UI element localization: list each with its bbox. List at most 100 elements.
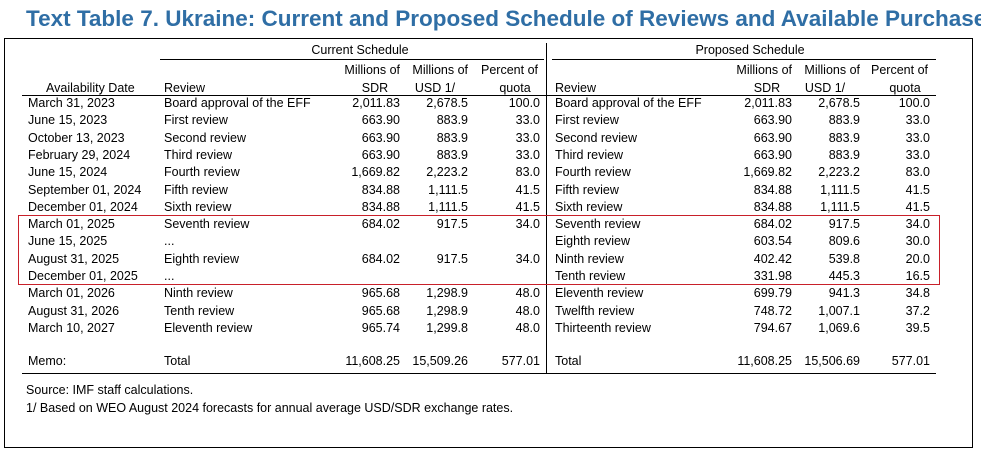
current-usd: 883.9 [436, 147, 468, 162]
col-sdr-line2: SDR [753, 81, 781, 95]
col-quota-line1: Percent of [871, 63, 928, 77]
col-review: Review [555, 81, 596, 95]
proposed-sdr: 2,011.83 [744, 96, 792, 110]
current-quota: 48.0 [515, 303, 540, 318]
current-review: Tenth review [164, 303, 235, 318]
current-review: Third review [164, 147, 233, 162]
availability-date: June 15, 2024 [28, 165, 108, 180]
proposed-sdr: 402.42 [753, 251, 792, 266]
current-usd: 2,223.2 [426, 165, 468, 180]
proposed-usd: 1,007.1 [818, 303, 860, 318]
current-usd: 883.9 [436, 130, 468, 145]
proposed-sdr: 331.98 [753, 269, 792, 283]
availability-date: March 01, 2025 [28, 217, 115, 232]
proposed-usd: 539.8 [828, 251, 860, 266]
availability-date: June 15, 2023 [28, 113, 108, 128]
current-usd: 2,678.5 [426, 96, 468, 110]
proposed-review: Ninth review [555, 251, 624, 266]
table-bottom-rule [22, 373, 936, 374]
current-sdr: 684.02 [361, 217, 400, 232]
current-review: Eighth review [164, 251, 240, 266]
proposed-review: Twelfth review [555, 303, 635, 318]
availability-date: June 15, 2025 [28, 234, 108, 249]
proposed-header-rule [552, 59, 936, 60]
current-sdr: 663.90 [361, 130, 400, 145]
proposed-usd: 883.9 [828, 147, 860, 162]
current-sdr: 834.88 [361, 182, 400, 197]
current-review: Total [164, 354, 191, 368]
availability-date: October 13, 2023 [28, 130, 125, 145]
availability-date: December 01, 2025 [28, 269, 138, 283]
current-review: Fourth review [164, 165, 240, 180]
proposed-quota: 16.5 [905, 269, 930, 283]
current-quota: 33.0 [515, 147, 540, 162]
current-sdr: 2,011.83 [352, 96, 400, 110]
proposed-sdr: 603.54 [753, 234, 792, 249]
current-usd: 917.5 [436, 251, 468, 266]
current-review: First review [164, 113, 228, 128]
current-quota: 33.0 [515, 113, 540, 128]
current-review: Fifth review [164, 182, 228, 197]
proposed-sdr: 699.79 [753, 286, 792, 301]
col-sdr-line1: Millions of [344, 63, 400, 77]
proposed-usd: 883.9 [828, 130, 860, 145]
proposed-quota: 83.0 [905, 165, 930, 180]
col-sdr-line1: Millions of [736, 63, 792, 77]
proposed-review: Eighth review [555, 234, 631, 249]
current-review: Second review [164, 130, 246, 145]
source-note: Source: IMF staff calculations. [26, 383, 194, 397]
availability-date: March 01, 2026 [28, 286, 115, 301]
proposed-quota: 33.0 [905, 130, 930, 145]
proposed-quota: 34.8 [905, 286, 930, 301]
current-quota: 48.0 [515, 320, 540, 335]
proposed-usd: 1,111.5 [820, 199, 860, 214]
current-quota: 41.5 [515, 199, 540, 214]
col-quota-line2: quota [499, 81, 531, 95]
proposed-sdr: 684.02 [753, 217, 792, 232]
proposed-quota: 100.0 [898, 96, 930, 110]
proposed-review: Eleventh review [555, 286, 644, 301]
proposed-usd: 1,069.6 [818, 320, 860, 335]
current-usd: 917.5 [436, 217, 468, 232]
proposed-usd: 2,678.5 [818, 96, 860, 110]
current-sdr: 1,669.82 [351, 165, 400, 180]
current-usd: 15,509.26 [412, 354, 468, 368]
current-usd: 1,111.5 [428, 199, 468, 214]
current-sdr: 663.90 [361, 113, 400, 128]
current-review: Board approval of the EFF [164, 96, 311, 110]
current-usd: 1,298.9 [426, 286, 468, 301]
proposed-sdr: 663.90 [753, 147, 792, 162]
availability-date: Memo: [28, 354, 67, 368]
proposed-quota: 20.0 [905, 251, 930, 266]
proposed-sdr: 663.90 [753, 113, 792, 128]
current-sdr: 834.88 [361, 199, 400, 214]
current-sdr: 11,608.25 [345, 354, 400, 368]
proposed-quota: 33.0 [905, 113, 930, 128]
proposed-review: Fourth review [555, 165, 631, 180]
proposed-usd: 445.3 [828, 269, 860, 283]
current-sdr: 684.02 [361, 251, 400, 266]
proposed-usd: 15,506.69 [804, 354, 860, 368]
proposed-review: Thirteenth review [555, 320, 651, 335]
proposed-review: Sixth review [555, 199, 623, 214]
proposed-sdr: 11,608.25 [737, 354, 792, 368]
proposed-sdr: 834.88 [753, 182, 792, 197]
proposed-schedule-header: Proposed Schedule [695, 43, 805, 57]
availability-date: March 10, 2027 [28, 320, 115, 335]
current-quota: 100.0 [508, 96, 540, 110]
proposed-sdr: 1,669.82 [743, 165, 792, 180]
proposed-sdr: 748.72 [753, 303, 792, 318]
current-quota: 41.5 [515, 182, 540, 197]
col-review: Review [164, 81, 205, 95]
availability-date: September 01, 2024 [28, 182, 142, 197]
table-title: Text Table 7. Ukraine: Current and Propo… [26, 6, 981, 31]
proposed-review: Seventh review [555, 217, 641, 232]
col-usd-line1: Millions of [412, 63, 468, 77]
col-availability-date: Availability Date [46, 81, 135, 95]
header-bottom-rule [22, 95, 936, 96]
current-schedule-header: Current Schedule [311, 43, 409, 57]
current-review: Eleventh review [164, 320, 253, 335]
highlight-box [18, 215, 940, 285]
proposed-usd: 809.6 [828, 234, 860, 249]
proposed-usd: 1,111.5 [820, 182, 860, 197]
